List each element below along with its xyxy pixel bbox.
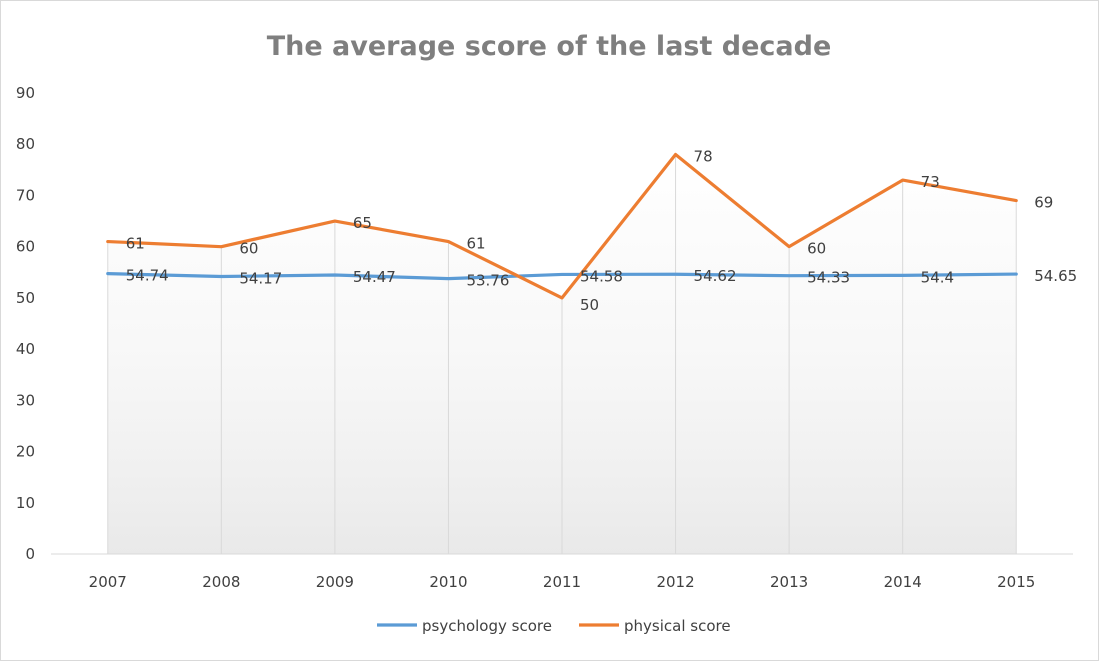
y-tick-label: 40 bbox=[16, 340, 35, 358]
data-label: 54.62 bbox=[694, 267, 737, 285]
data-label: 65 bbox=[353, 214, 372, 232]
y-tick-label: 70 bbox=[16, 186, 35, 204]
data-label: 50 bbox=[580, 296, 599, 314]
legend-label: physical score bbox=[624, 617, 731, 635]
data-label: 53.76 bbox=[466, 272, 509, 290]
x-tick-label: 2008 bbox=[202, 573, 240, 591]
data-label: 61 bbox=[466, 235, 485, 253]
y-tick-label: 30 bbox=[16, 391, 35, 409]
data-label: 69 bbox=[1034, 194, 1053, 212]
y-tick-label: 0 bbox=[25, 545, 35, 563]
y-tick-label: 90 bbox=[16, 84, 35, 102]
x-tick-label: 2015 bbox=[997, 573, 1035, 591]
data-label: 73 bbox=[921, 173, 940, 191]
y-tick-label: 10 bbox=[16, 494, 35, 512]
y-tick-label: 50 bbox=[16, 289, 35, 307]
legend: psychology score physical score bbox=[377, 617, 731, 635]
data-label: 54.47 bbox=[353, 268, 396, 286]
y-axis: 0 10 20 30 40 50 60 70 80 90 bbox=[16, 84, 35, 563]
data-label: 60 bbox=[239, 240, 258, 258]
data-label: 54.33 bbox=[807, 269, 850, 287]
data-label: 78 bbox=[694, 147, 713, 165]
series-line-0 bbox=[106, 272, 1018, 281]
data-label: 54.17 bbox=[239, 270, 282, 288]
x-tick-label: 2012 bbox=[656, 573, 694, 591]
x-tick-label: 2011 bbox=[543, 573, 581, 591]
x-tick-label: 2013 bbox=[770, 573, 808, 591]
series-lines bbox=[106, 152, 1018, 300]
x-tick-label: 2010 bbox=[429, 573, 467, 591]
chart-title: The average score of the last decade bbox=[267, 31, 832, 62]
x-tick-label: 2014 bbox=[884, 573, 922, 591]
data-label: 61 bbox=[126, 235, 145, 253]
series-line-1 bbox=[106, 152, 1018, 300]
y-tick-label: 60 bbox=[16, 238, 35, 256]
legend-label: psychology score bbox=[422, 617, 552, 635]
data-label: 54.58 bbox=[580, 267, 623, 285]
x-tick-label: 2009 bbox=[316, 573, 354, 591]
data-label: 54.74 bbox=[126, 267, 169, 285]
drop-lines bbox=[107, 154, 1017, 554]
y-tick-label: 20 bbox=[16, 443, 35, 461]
data-label: 54.4 bbox=[921, 268, 954, 286]
data-label: 54.65 bbox=[1034, 267, 1077, 285]
data-labels: 54.74 54.17 54.47 53.76 54.58 54.62 54.33 54.4 5… bbox=[126, 147, 1077, 313]
y-tick-label: 80 bbox=[16, 135, 35, 153]
x-axis: 2007 2008 2009 2010 2011 2012 2013 2014 2015 bbox=[51, 553, 1073, 591]
data-label: 60 bbox=[807, 240, 826, 258]
x-tick-label: 2007 bbox=[89, 573, 127, 591]
